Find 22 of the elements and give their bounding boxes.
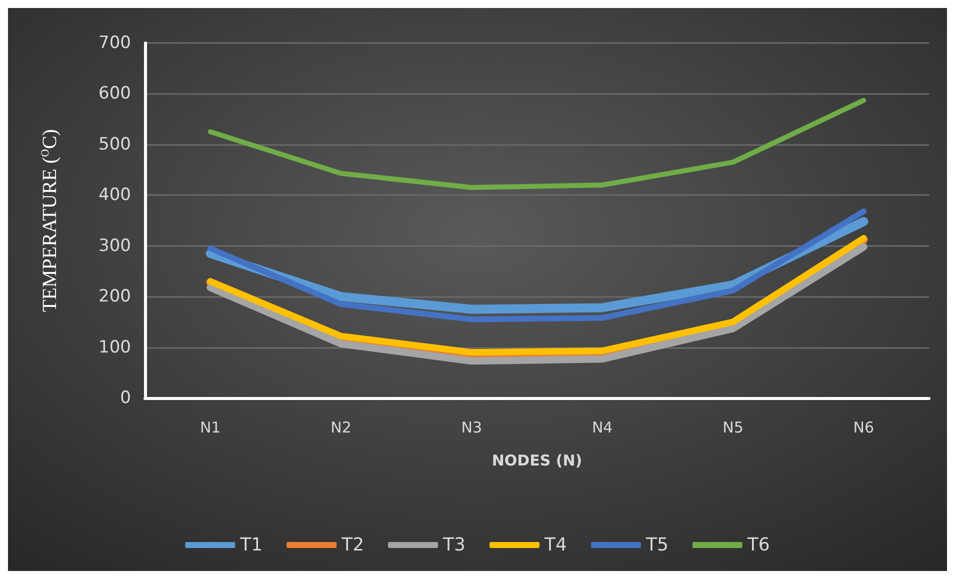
x-tick-label: N5	[722, 418, 744, 436]
x-tick-label: N3	[461, 418, 482, 436]
x-tick-label: N4	[592, 418, 613, 436]
y-tick-label: 0	[120, 388, 131, 408]
y-tick-label: 600	[98, 84, 131, 104]
legend-label: T6	[746, 534, 770, 556]
y-tick-label: 500	[98, 134, 131, 154]
y-axis-title: TEMPERATURE (OC)	[39, 129, 61, 312]
legend-label: T5	[644, 534, 668, 556]
y-tick-label: 400	[98, 185, 131, 206]
legend-label: T3	[442, 534, 466, 556]
x-tick-label: N1	[200, 418, 221, 436]
legend-label: T4	[544, 534, 567, 556]
y-tick-label: 700	[98, 33, 131, 53]
legend-label: T2	[340, 534, 364, 556]
y-tick-label: 200	[98, 286, 131, 307]
x-tick-label: N2	[330, 418, 352, 436]
x-tick-label: N6	[853, 418, 874, 436]
y-tick-label: 300	[98, 236, 131, 256]
legend-label: T1	[239, 534, 263, 556]
x-axis-title: NODES (N)	[492, 452, 582, 470]
y-tick-label: 100	[98, 337, 131, 358]
